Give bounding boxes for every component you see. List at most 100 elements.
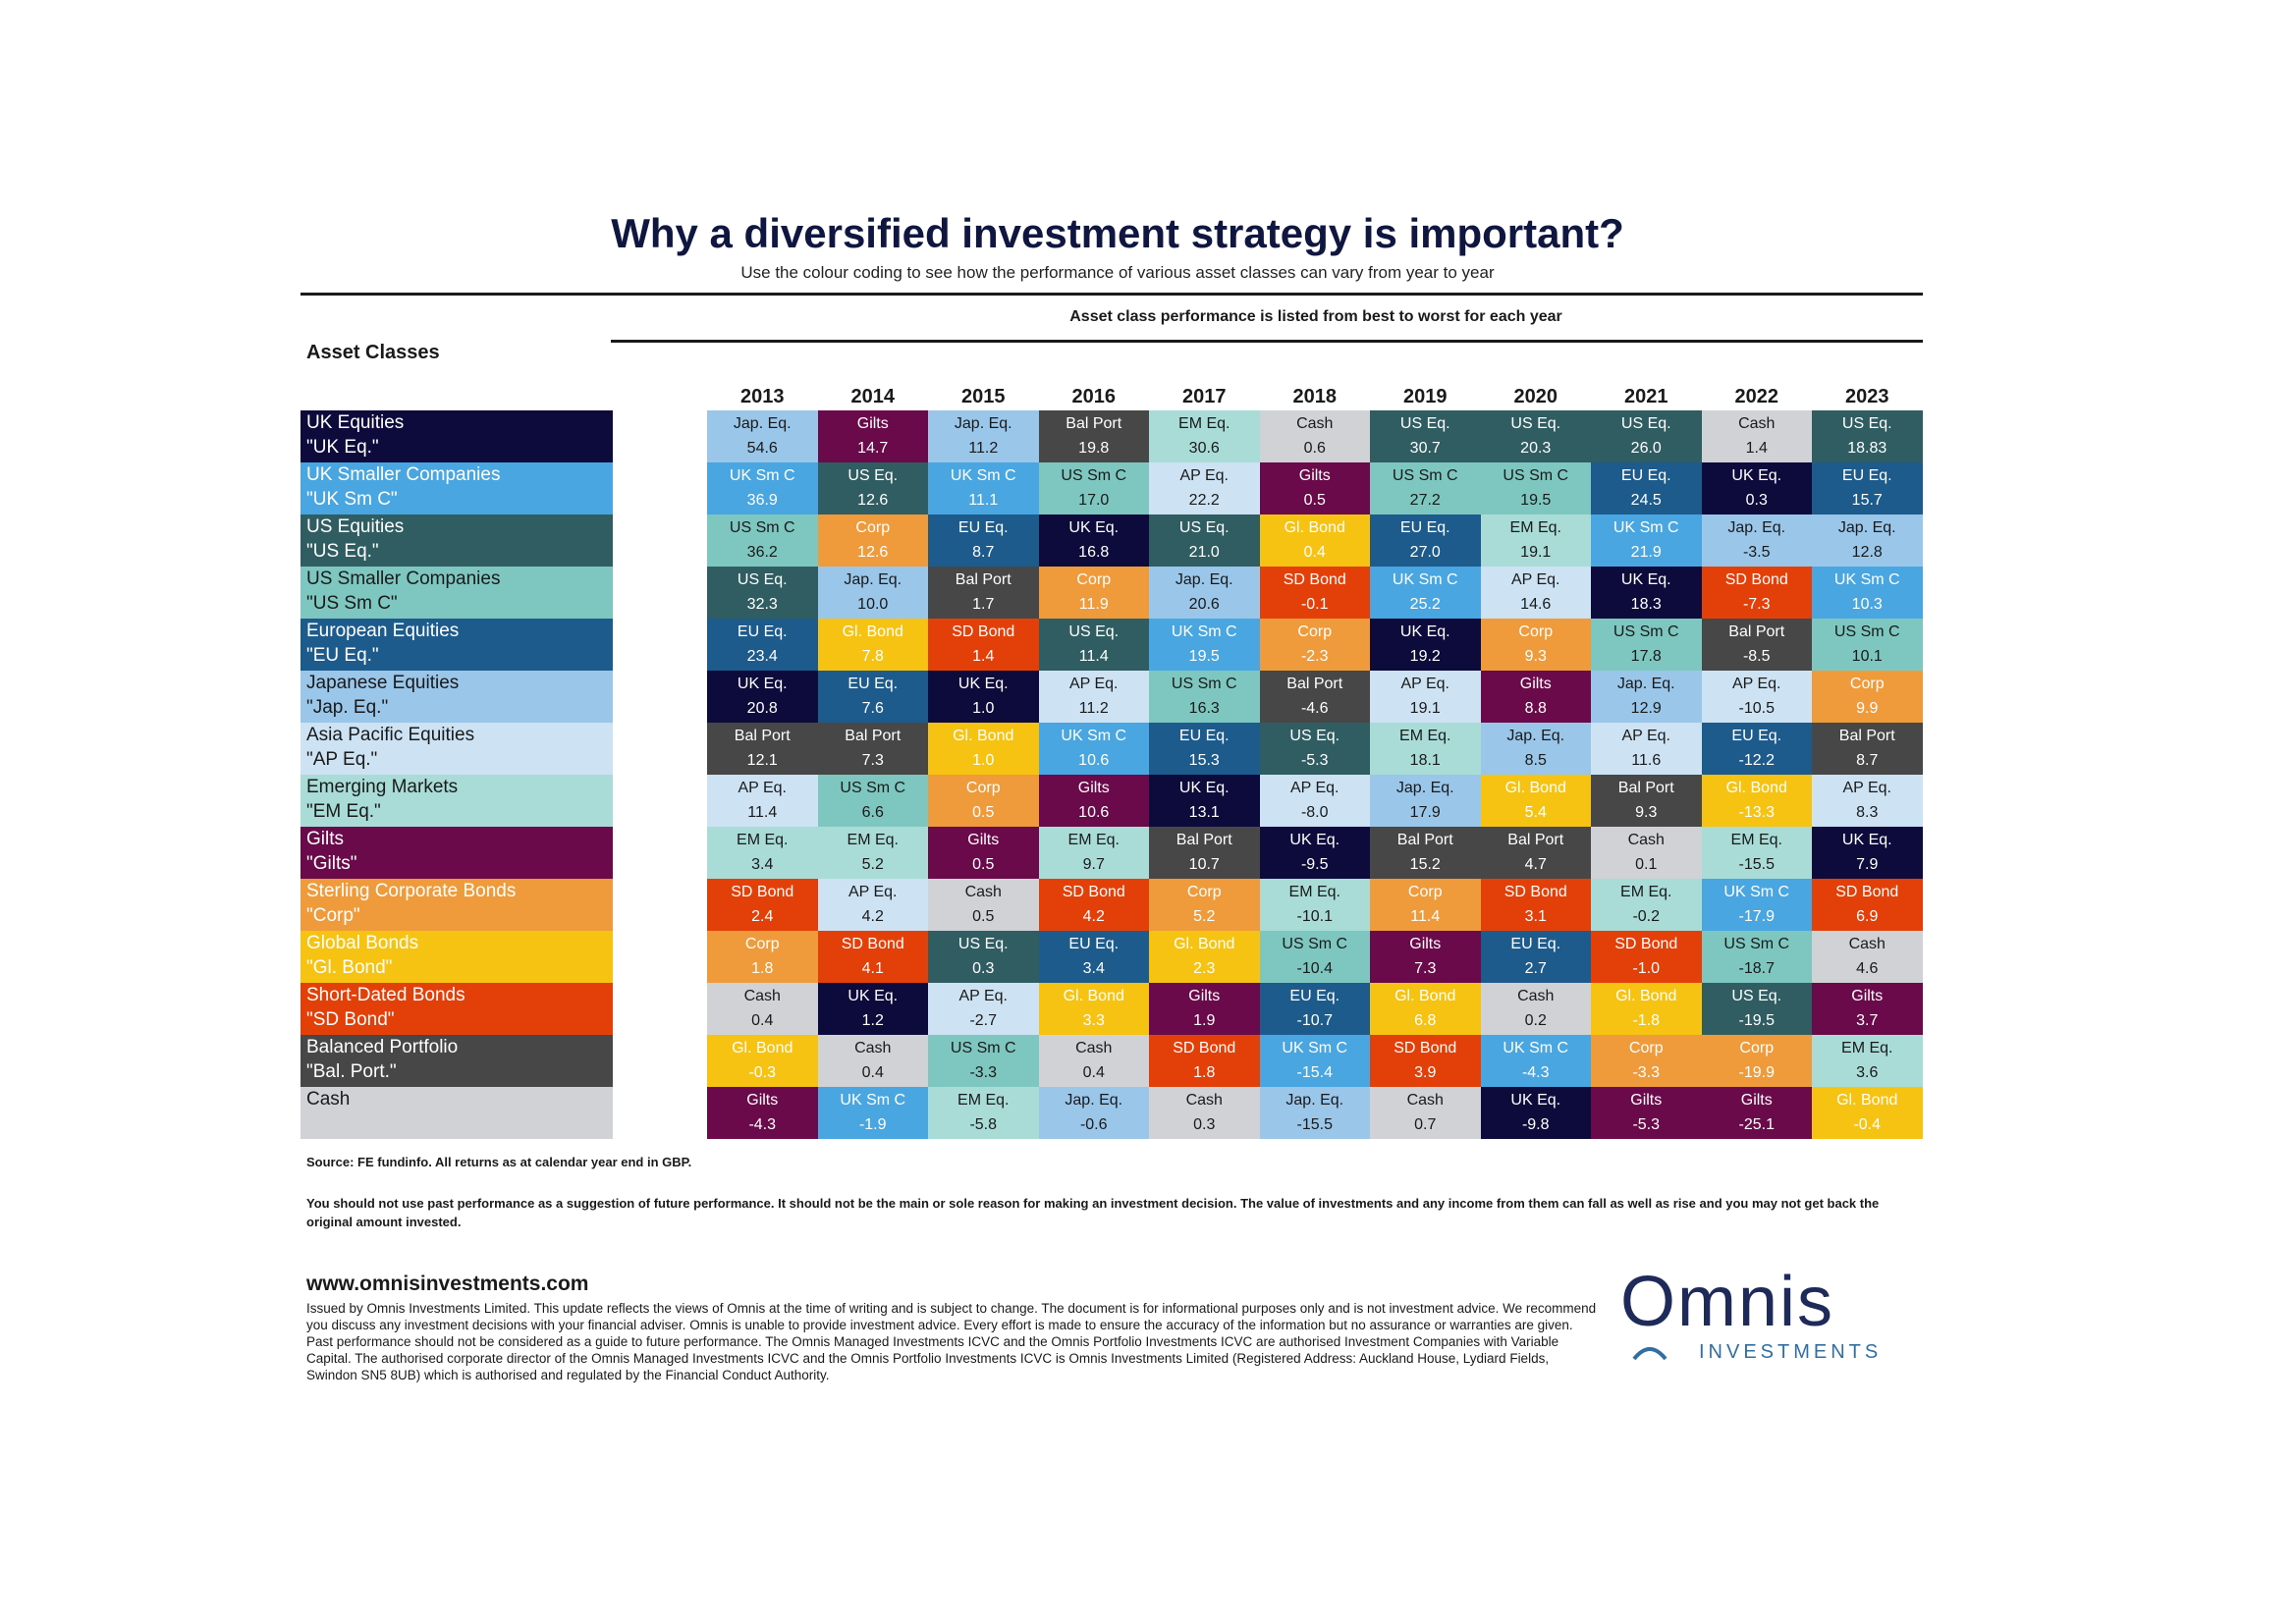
- cell-asset-label: US Eq.: [1289, 728, 1340, 744]
- disclaimer-text: You should not use past performance as a…: [306, 1196, 1880, 1229]
- performance-cell: Corp 12.6: [817, 514, 928, 567]
- cell-return-value: 15.7: [1851, 492, 1883, 509]
- performance-cell: EM Eq. 5.2: [817, 827, 928, 879]
- cell-asset-label: SD Bond: [1062, 884, 1125, 900]
- cell-return-value: 8.7: [972, 544, 995, 561]
- cell-asset-label: Gl. Bond: [1174, 936, 1235, 952]
- legend-item: UK Smaller Companies "UK Sm C": [301, 462, 613, 514]
- cell-return-value: 30.6: [1188, 440, 1220, 457]
- cell-return-value: 19.1: [1520, 544, 1552, 561]
- cell-return-value: 11.1: [968, 492, 999, 509]
- cell-return-value: 21.9: [1630, 544, 1662, 561]
- cell-return-value: 19.2: [1409, 648, 1441, 665]
- legend-item: US Equities "US Eq.": [301, 514, 613, 567]
- performance-cell: US Eq. 32.3: [707, 567, 818, 619]
- performance-cell: AP Eq. 4.2: [817, 879, 928, 931]
- performance-cell: EU Eq. 15.7: [1812, 462, 1923, 514]
- performance-cell: US Sm C -10.4: [1259, 931, 1370, 983]
- performance-cell: SD Bond 3.9: [1370, 1035, 1481, 1087]
- performance-cell: US Eq. 12.6: [817, 462, 928, 514]
- performance-cell: US Eq. -5.3: [1259, 723, 1370, 775]
- cell-return-value: 9.3: [1524, 648, 1547, 665]
- performance-cell: US Eq. -19.5: [1701, 983, 1812, 1035]
- cell-return-value: 27.2: [1409, 492, 1441, 509]
- legend-item-abbr: "EU Eq.": [306, 645, 379, 666]
- cell-return-value: 36.9: [746, 492, 778, 509]
- cell-asset-label: Gilts: [1077, 780, 1110, 796]
- legend-item-name: UK Smaller Companies: [306, 464, 501, 485]
- cell-return-value: 20.3: [1520, 440, 1552, 457]
- cell-asset-label: Jap. Eq.: [1175, 571, 1233, 588]
- cell-return-value: -4.6: [1300, 700, 1329, 717]
- performance-cell: EU Eq. 24.5: [1591, 462, 1702, 514]
- cell-asset-label: US Eq.: [1068, 623, 1120, 640]
- performance-cell: Jap. Eq. 12.9: [1591, 671, 1702, 723]
- cell-return-value: 2.7: [1524, 960, 1547, 977]
- cell-return-value: -15.5: [1738, 856, 1775, 873]
- legend-item-name: US Smaller Companies: [306, 568, 501, 589]
- legend-item-abbr: "Bal. Port.": [306, 1061, 397, 1082]
- cell-asset-label: UK Sm C: [1282, 1040, 1348, 1056]
- performance-cell: US Sm C 27.2: [1370, 462, 1481, 514]
- cell-asset-label: Cash: [1185, 1092, 1223, 1109]
- cell-return-value: 4.6: [1856, 960, 1879, 977]
- cell-asset-label: Gilts: [1630, 1092, 1663, 1109]
- cell-asset-label: Gl. Bond: [732, 1040, 793, 1056]
- year-header: 2015: [961, 386, 1006, 407]
- cell-asset-label: Jap. Eq.: [733, 415, 792, 432]
- cell-asset-label: EU Eq.: [737, 623, 788, 640]
- cell-return-value: 18.83: [1847, 440, 1887, 457]
- performance-cell: US Eq. 11.4: [1038, 619, 1149, 671]
- asset-class-legend: UK Equities "UK Eq." UK Smaller Companies "…: [301, 410, 613, 1139]
- legend-item-abbr: "EM Eq.": [306, 801, 381, 822]
- cell-asset-label: Corp: [1628, 1040, 1664, 1056]
- cell-return-value: 1.9: [1193, 1012, 1216, 1029]
- performance-cell: Cash 0.7: [1370, 1087, 1481, 1139]
- performance-cell: Jap. Eq. -3.5: [1701, 514, 1812, 567]
- cell-return-value: -10.7: [1296, 1012, 1333, 1029]
- cell-return-value: 0.6: [1303, 440, 1326, 457]
- cell-return-value: 10.0: [857, 596, 889, 613]
- website-link[interactable]: www.omnisinvestments.com: [306, 1272, 589, 1295]
- cell-return-value: 17.8: [1630, 648, 1662, 665]
- performance-cell: UK Eq. 0.3: [1701, 462, 1812, 514]
- cell-return-value: 5.4: [1524, 804, 1547, 821]
- performance-cell: EU Eq. -12.2: [1701, 723, 1812, 775]
- performance-cell: AP Eq. -8.0: [1259, 775, 1370, 827]
- year-column: Cash 1.4 UK Eq. 0.3 Jap. Eq. -3.5 SD Bond -7.3 B…: [1701, 410, 1812, 1139]
- legend-item-abbr: "Gl. Bond": [306, 957, 393, 978]
- cell-return-value: 19.5: [1520, 492, 1552, 509]
- cell-return-value: -1.9: [858, 1116, 887, 1133]
- cell-asset-label: Corp: [1849, 676, 1885, 692]
- performance-cell: UK Sm C 10.3: [1812, 567, 1923, 619]
- cell-return-value: 25.2: [1409, 596, 1441, 613]
- cell-asset-label: Gl. Bond: [1836, 1092, 1898, 1109]
- cell-asset-label: Bal Port: [1286, 676, 1343, 692]
- legend-item-name: Cash: [306, 1089, 351, 1110]
- performance-cell: Gilts -25.1: [1701, 1087, 1812, 1139]
- cell-asset-label: Cash: [1296, 415, 1334, 432]
- cell-asset-label: SD Bond: [1503, 884, 1567, 900]
- cell-asset-label: Gl. Bond: [1725, 780, 1787, 796]
- performance-cell: Gilts 10.6: [1038, 775, 1149, 827]
- cell-return-value: -15.4: [1296, 1064, 1333, 1081]
- performance-cell: SD Bond -7.3: [1701, 567, 1812, 619]
- performance-cell: EU Eq. -10.7: [1259, 983, 1370, 1035]
- cell-return-value: 0.5: [972, 856, 995, 873]
- cell-return-value: 19.8: [1078, 440, 1110, 457]
- year-column: US Eq. 26.0 EU Eq. 24.5 UK Sm C 21.9 UK Eq. 18.…: [1591, 410, 1702, 1139]
- performance-cell: US Eq. 26.0: [1591, 410, 1702, 462]
- performance-cell: SD Bond 4.1: [817, 931, 928, 983]
- performance-cell: Gilts -5.3: [1591, 1087, 1702, 1139]
- cell-asset-label: Jap. Eq.: [1395, 780, 1454, 796]
- cell-asset-label: UK Sm C: [1723, 884, 1790, 900]
- performance-cell: Corp -3.3: [1591, 1035, 1702, 1087]
- cell-asset-label: UK Eq.: [957, 676, 1009, 692]
- cell-asset-label: US Sm C: [1282, 936, 1348, 952]
- cell-return-value: 27.0: [1409, 544, 1441, 561]
- performance-cell: US Eq. 18.83: [1812, 410, 1923, 462]
- cell-return-value: 20.6: [1188, 596, 1220, 613]
- cell-asset-label: US Sm C: [1171, 676, 1237, 692]
- cell-asset-label: UK Sm C: [840, 1092, 906, 1109]
- cell-return-value: 0.5: [972, 908, 995, 925]
